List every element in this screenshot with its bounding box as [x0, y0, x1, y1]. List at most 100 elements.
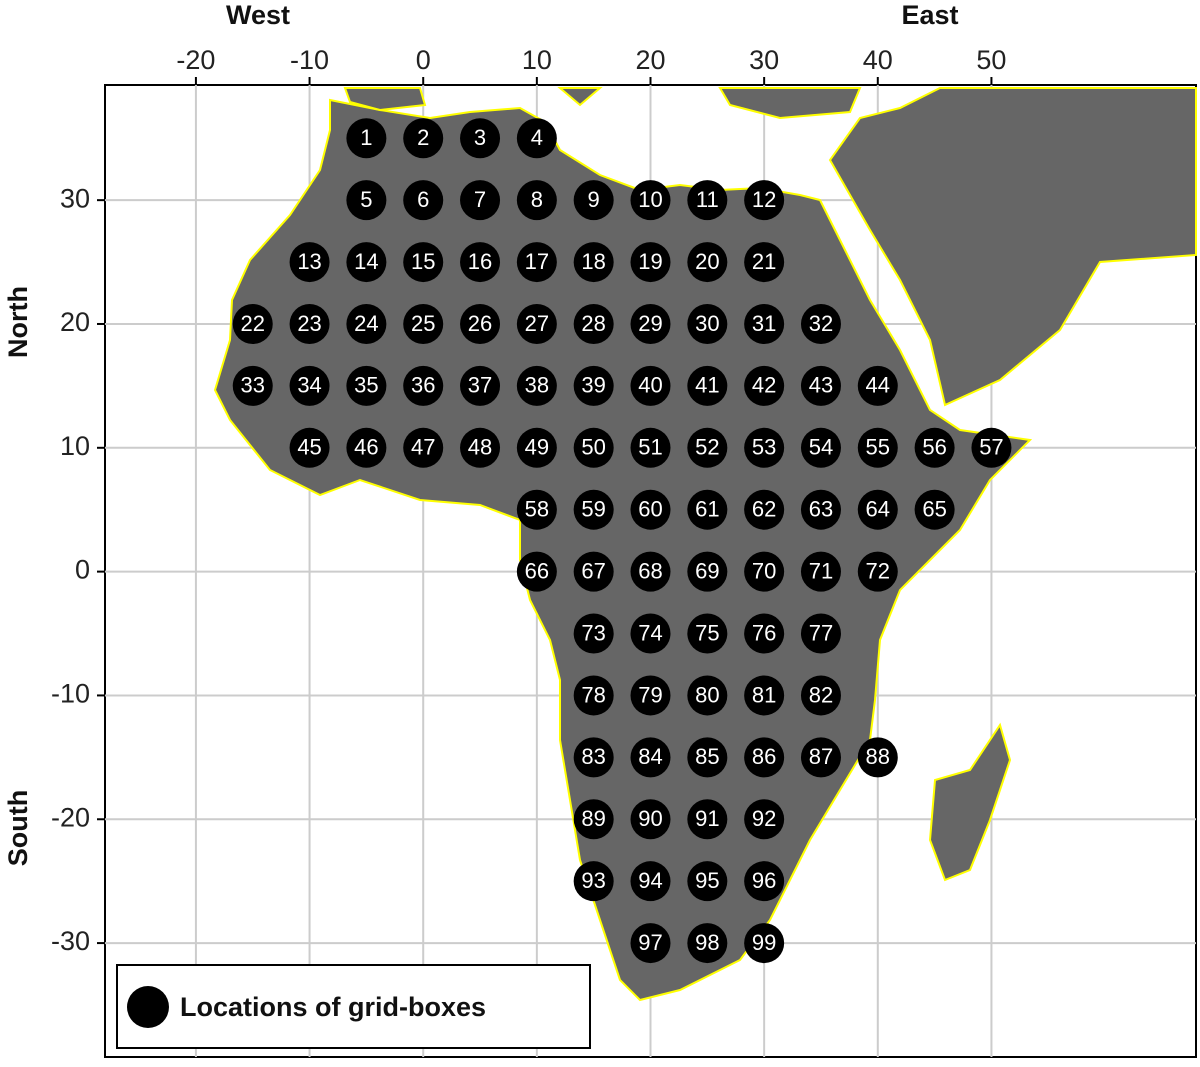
grid-box-label: 43: [809, 373, 833, 398]
grid-box-label: 84: [638, 744, 662, 769]
grid-box-label: 38: [525, 373, 549, 398]
grid-box-label: 22: [240, 311, 264, 336]
grid-box-label: 71: [809, 558, 833, 583]
grid-box-label: 48: [468, 435, 492, 460]
grid-box: [744, 242, 785, 283]
grid-box-label: 27: [525, 311, 549, 336]
grid-box-label: 77: [809, 620, 833, 645]
grid-box-label: 97: [638, 930, 662, 955]
grid-box-label: 62: [752, 497, 776, 522]
grid-box: [460, 242, 501, 283]
grid-box: [857, 427, 898, 468]
grid-box-label: 32: [809, 311, 833, 336]
grid-box-label: 89: [581, 806, 605, 831]
grid-box: [687, 303, 728, 344]
grid-box-label: 99: [752, 930, 776, 955]
grid-box: [516, 118, 557, 159]
grid-box-label: 67: [581, 558, 605, 583]
grid-box-label: 80: [695, 682, 719, 707]
grid-box: [289, 303, 330, 344]
legend-marker: [127, 986, 169, 1028]
y-tick-label: 30: [60, 183, 90, 213]
grid-box-label: 16: [468, 249, 492, 274]
grid-box-label: 24: [354, 311, 378, 336]
grid-box: [800, 303, 841, 344]
grid-box-label: 49: [525, 435, 549, 460]
grid-box-label: 36: [411, 373, 435, 398]
grid-box-label: 66: [525, 558, 549, 583]
grid-box: [346, 180, 387, 221]
grid-box: [800, 551, 841, 592]
grid-box: [744, 303, 785, 344]
grid-box-label: 3: [474, 125, 486, 150]
grid-box: [744, 551, 785, 592]
grid-box-label: 58: [525, 497, 549, 522]
grid-box: [630, 303, 671, 344]
grid-box: [857, 489, 898, 530]
grid-box-label: 39: [581, 373, 605, 398]
grid-box-label: 92: [752, 806, 776, 831]
grid-box-label: 96: [752, 868, 776, 893]
grid-box: [516, 365, 557, 406]
grid-box-label: 14: [354, 249, 378, 274]
grid-box-label: 44: [866, 373, 890, 398]
grid-box: [460, 118, 501, 159]
grid-box: [971, 427, 1012, 468]
y-tick-label: -30: [51, 926, 90, 956]
grid-box-label: 21: [752, 249, 776, 274]
grid-box: [573, 303, 614, 344]
grid-box-label: 35: [354, 373, 378, 398]
grid-box: [460, 427, 501, 468]
grid-box: [914, 427, 955, 468]
grid-box: [630, 242, 671, 283]
grid-box-label: 86: [752, 744, 776, 769]
grid-box-label: 17: [525, 249, 549, 274]
y-tick-label: -10: [51, 679, 90, 709]
grid-box: [687, 551, 728, 592]
grid-box: [573, 861, 614, 902]
grid-box-label: 10: [638, 187, 662, 212]
grid-box: [800, 427, 841, 468]
legend-box: [116, 964, 591, 1049]
grid-box-label: 72: [866, 558, 890, 583]
grid-box-label: 42: [752, 373, 776, 398]
grid-box: [232, 365, 273, 406]
grid-box: [289, 427, 330, 468]
grid-box-label: 20: [695, 249, 719, 274]
grid-box-label: 19: [638, 249, 662, 274]
grid-box: [687, 365, 728, 406]
grid-box-label: 1: [360, 125, 372, 150]
grid-box-label: 76: [752, 620, 776, 645]
grid-box-label: 74: [638, 620, 662, 645]
grid-box: [573, 675, 614, 716]
grid-box: [573, 365, 614, 406]
x-tick-label: 0: [416, 45, 431, 75]
grid-box-label: 8: [531, 187, 543, 212]
grid-box: [687, 861, 728, 902]
grid-box-label: 65: [922, 497, 946, 522]
grid-box-label: 47: [411, 435, 435, 460]
x-tick-label: 30: [749, 45, 779, 75]
grid-box: [516, 489, 557, 530]
y-tick-label: 20: [60, 307, 90, 337]
grid-box: [630, 365, 671, 406]
grid-box: [687, 427, 728, 468]
grid-box: [460, 303, 501, 344]
grid-box-label: 50: [581, 435, 605, 460]
grid-box: [573, 242, 614, 283]
x-tick-label: 50: [976, 45, 1006, 75]
grid-box-label: 87: [809, 744, 833, 769]
x-tick-label: 10: [522, 45, 552, 75]
grid-box-label: 5: [360, 187, 372, 212]
grid-box-label: 55: [866, 435, 890, 460]
grid-box-label: 82: [809, 682, 833, 707]
grid-box: [573, 551, 614, 592]
grid-box-label: 91: [695, 806, 719, 831]
grid-box: [232, 303, 273, 344]
grid-box: [857, 551, 898, 592]
grid-box: [403, 365, 444, 406]
grid-box: [630, 489, 671, 530]
grid-box-label: 45: [297, 435, 321, 460]
grid-box: [346, 303, 387, 344]
grid-box-label: 28: [581, 311, 605, 336]
